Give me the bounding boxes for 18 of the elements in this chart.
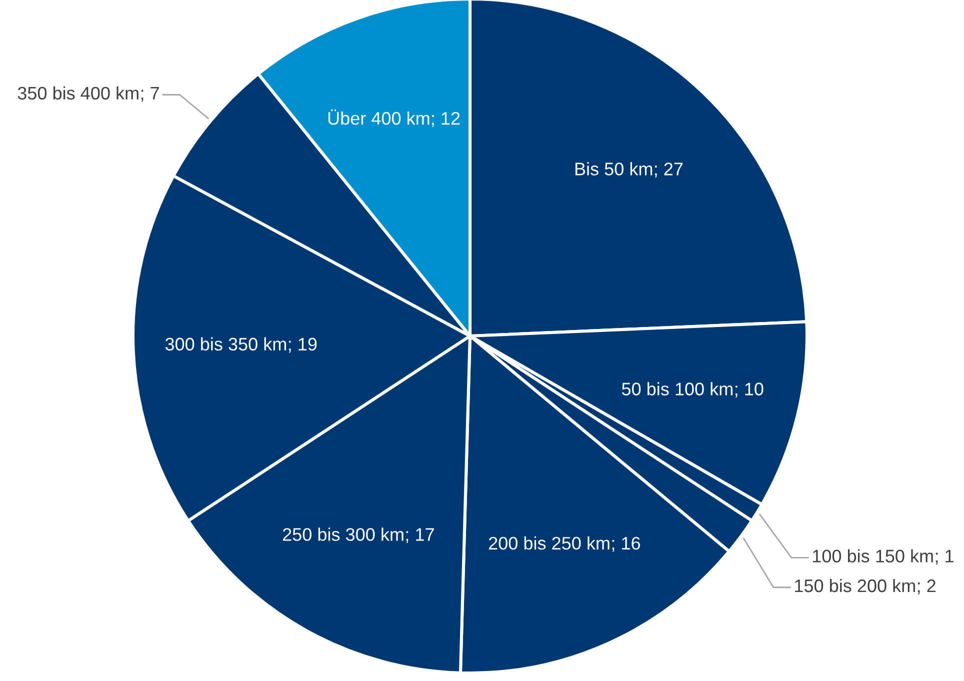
data-label: ; 7	[141, 87, 159, 102]
slice-label: 250 bis 300 km	[282, 528, 404, 541]
data-label: ; 19	[288, 338, 317, 353]
data-label: ; 27	[655, 162, 683, 178]
slice-label: Über 400 km	[328, 109, 430, 125]
data-label: ; 2	[918, 579, 936, 594]
slice-label: 300 bis 350 km	[165, 337, 286, 351]
slice-label: 150 bis 200 km	[795, 578, 915, 592]
data-label: ; 12	[432, 112, 460, 127]
data-label: ; 17	[406, 528, 434, 544]
data-label: ; 10	[735, 382, 764, 398]
slice-label: 100 bis 150 km	[813, 549, 933, 562]
data-label: ; 1	[936, 550, 954, 565]
data-label: ; 16	[612, 536, 640, 552]
slice-label: Bis 50 km	[575, 162, 652, 176]
slice-label: 350 bis 400 km	[18, 86, 138, 100]
slice-label: 50 bis 100 km	[622, 382, 732, 396]
slice-label: 200 bis 250 km	[488, 536, 610, 550]
